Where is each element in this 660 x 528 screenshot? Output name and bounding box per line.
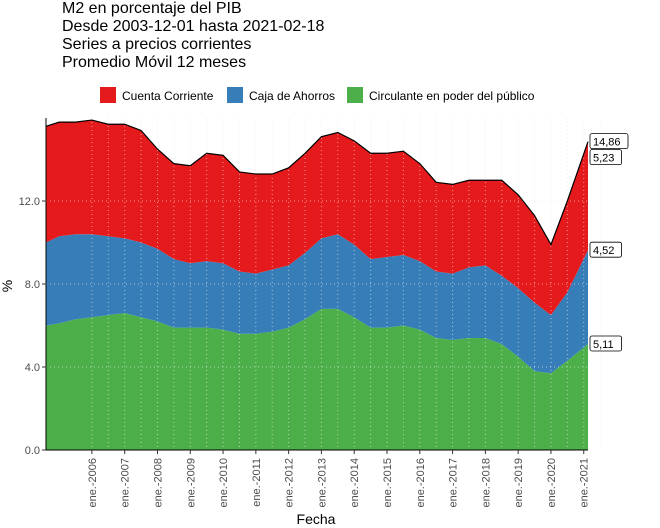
x-tick-label-2: ene.-2008 — [152, 458, 164, 508]
chart-subtitle-line-3: Promedio Móvil 12 meses — [62, 54, 247, 71]
x-tick-label-3: ene.-2009 — [185, 458, 197, 508]
x-tick-label-15: ene.-2021 — [579, 458, 591, 508]
x-tick-label-11: ene.-2017 — [448, 458, 460, 508]
x-tick-label-6: ene.-2012 — [284, 458, 296, 508]
end-label-3: 5,11 — [593, 339, 614, 351]
total-outline — [45, 119, 589, 246]
x-axis-title: Fecha — [297, 511, 336, 527]
y-tick-label-2: 8.0 — [25, 279, 40, 291]
end-label-box-1 — [589, 149, 623, 166]
x-tick-label-5: ene.-2011 — [251, 458, 263, 507]
x-tick-label-14: ene.-2020 — [546, 458, 558, 508]
y-tick-label-0: 0.0 — [25, 445, 40, 457]
x-tick-label-13: ene.-2019 — [513, 458, 525, 508]
end-label-box-3 — [589, 335, 623, 352]
legend: Cuenta Corriente Caja de Ahorros Circulant… — [100, 87, 535, 103]
end-label-box-2 — [589, 241, 623, 258]
x-tick-label-12: ene.-2018 — [480, 458, 492, 508]
end-label-1: 5,23 — [593, 153, 614, 165]
legend-label-1: Caja de Ahorros — [249, 89, 335, 103]
x-tick-label-4: ene.-2010 — [218, 458, 230, 508]
x-tick-label-10: ene.-2016 — [415, 458, 427, 508]
legend-swatch-2 — [347, 87, 363, 103]
y-tick-label-3: 12.0 — [19, 196, 40, 208]
area-series — [45, 118, 601, 451]
legend-swatch-1 — [227, 87, 243, 103]
legend-swatch-0 — [100, 87, 116, 103]
axes: 0.0 4.0 8.0 12.0 ene.-2006 ene.-2007 ene.-2008… — [19, 118, 591, 508]
x-tick-label-9: ene.-2015 — [382, 458, 394, 508]
end-label-0: 14,86 — [593, 137, 621, 149]
x-tick-label-7: ene.-2013 — [316, 458, 328, 508]
chart-subtitle-line-1: Desde 2003-12-01 hasta 2021-02-18 — [62, 18, 325, 35]
end-label-2: 4,52 — [593, 245, 614, 257]
chart-title-block: M2 en porcentaje del PIB Desde 2003-12-0… — [62, 0, 324, 72]
x-tick-label-8: ene.-2014 — [349, 458, 361, 508]
x-tick-label-0: ene.-2006 — [87, 458, 99, 508]
end-value-labels: 14,86 5,23 4,52 5,11 — [589, 133, 629, 352]
end-label-box-0 — [589, 133, 629, 150]
chart-subtitle-line-2: Series a precios corrientes — [62, 36, 252, 53]
legend-label-2: Circulante en poder del público — [369, 89, 535, 103]
x-tick-label-1: ene.-2007 — [120, 458, 132, 508]
y-axis-title: % — [0, 280, 15, 292]
chart-title: M2 en porcentaje del PIB — [62, 0, 242, 17]
legend-label-0: Cuenta Corriente — [122, 89, 214, 103]
y-tick-label-1: 4.0 — [25, 362, 40, 374]
